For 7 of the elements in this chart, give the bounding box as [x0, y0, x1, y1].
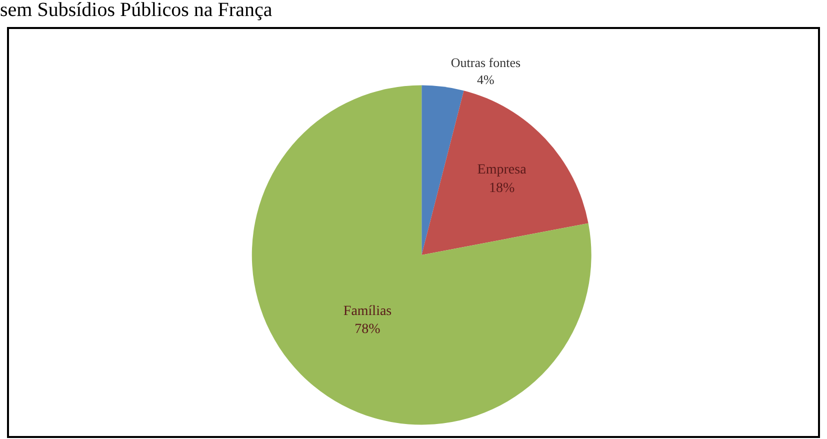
slice-label: Empresa: [477, 162, 528, 178]
chart-title: sem Subsídios Públicos na França: [0, 0, 272, 22]
slice-label: Famílias: [343, 304, 392, 319]
data-label: 4%: [477, 72, 495, 87]
data-label: 78%: [354, 322, 381, 337]
data-label: 18%: [488, 180, 515, 196]
slice-label: Outras fontes: [450, 54, 521, 70]
